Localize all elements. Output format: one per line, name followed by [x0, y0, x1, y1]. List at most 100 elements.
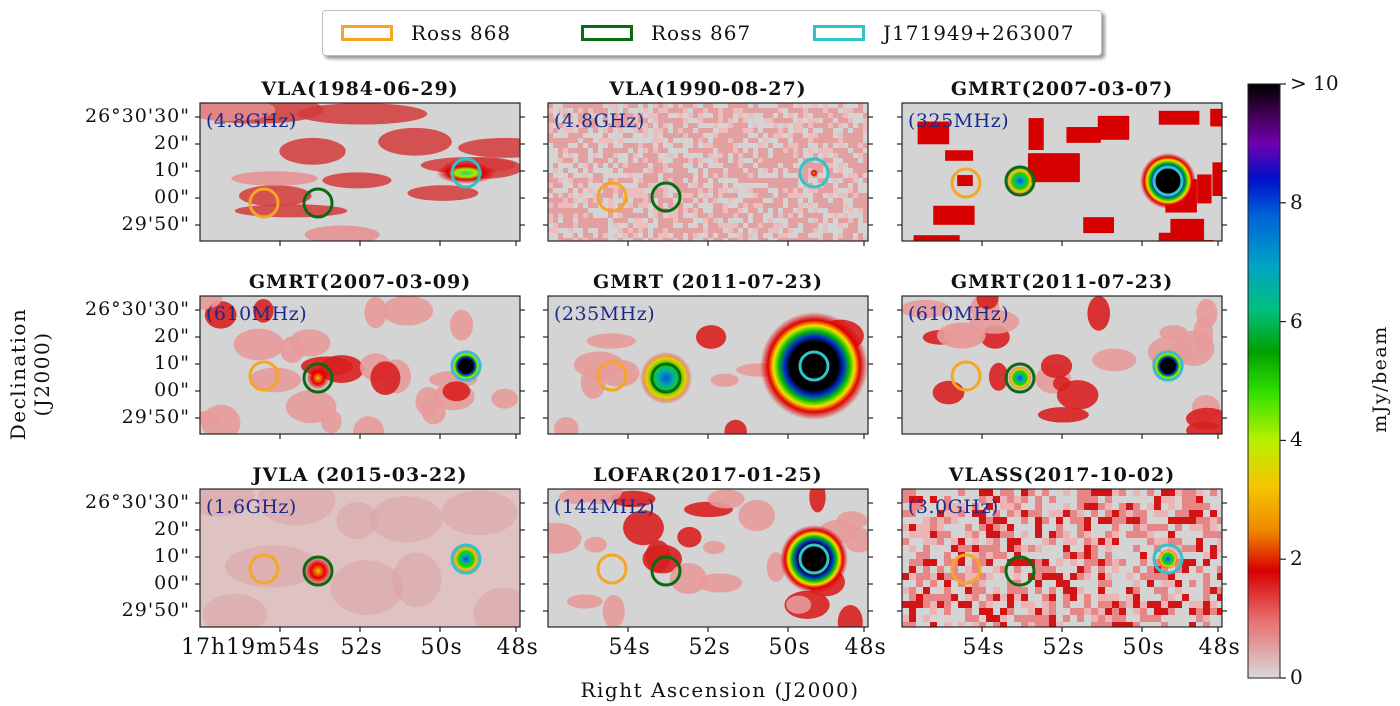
x-tick-label: 48s [1198, 635, 1241, 660]
band-label: (4.8GHz) [206, 110, 297, 132]
source-emission [760, 312, 868, 420]
y-tick-label: 26°30'30" [85, 105, 190, 127]
source-emission [304, 557, 332, 585]
legend-label: Ross 867 [651, 21, 752, 45]
panel-5 [543, 295, 873, 439]
y-tick-label: 00" [154, 572, 190, 594]
y-tick-label: 20" [154, 132, 190, 154]
y-tick-label: 00" [154, 186, 190, 208]
y-tick-label: 10" [154, 159, 190, 181]
band-label: (610MHz) [908, 303, 1010, 325]
legend-swatch-ross868 [341, 25, 393, 41]
legend-item-ross867: Ross 867 [581, 19, 751, 47]
ross868-marker [248, 553, 280, 585]
panel-title: VLASS(2017-10-02) [948, 464, 1176, 486]
colorbar-label: mJy/beam [1369, 325, 1391, 433]
ross867-marker [302, 362, 334, 394]
panel-3 [897, 102, 1227, 246]
ross867-marker [302, 187, 334, 219]
x-tick-label: 50s [420, 635, 463, 660]
legend: Ross 868 Ross 867 J171949+263007 [322, 10, 1102, 56]
band-label: (610MHz) [206, 303, 308, 325]
y-axis-label: Declination (J2000) [6, 307, 54, 441]
x-tick-label: 52s [1042, 635, 1085, 660]
ross868-marker [596, 360, 628, 392]
ross868-marker [596, 553, 628, 585]
x-tick-label: 54s [608, 635, 651, 660]
legend-swatch-j171949 [813, 25, 865, 41]
legend-label: Ross 868 [411, 21, 512, 45]
source-emission [436, 162, 496, 184]
x-tick-label: 54s [962, 635, 1005, 660]
x-tick-label: 50s [768, 635, 811, 660]
panel-1 [195, 102, 525, 246]
j171949-marker [1152, 165, 1184, 197]
j171949-marker [450, 543, 482, 575]
band-label: (144MHz) [554, 496, 656, 518]
legend-item-ross868: Ross 868 [341, 19, 511, 47]
panel-title: JVLA (2015-03-22) [252, 464, 468, 486]
y-tick-label: 00" [154, 379, 190, 401]
source-emission [1006, 167, 1034, 195]
y-tick-label: 10" [154, 545, 190, 567]
ross868-marker [950, 167, 982, 199]
colorbar-tick-label: > 10 [1290, 71, 1339, 95]
ross867-marker [1004, 362, 1036, 394]
y-tick-label: 26°30'30" [85, 298, 190, 320]
ross868-marker [950, 360, 982, 392]
colorbar-tick-label: 2 [1290, 546, 1303, 571]
j171949-marker [1152, 350, 1184, 382]
j171949-marker [798, 543, 830, 575]
panel-title: GMRT (2011-07-23) [593, 271, 823, 293]
y-tick-label: 29'50" [121, 213, 190, 235]
ross867-marker [650, 362, 682, 394]
x-tick-label: 17h19m54s [181, 635, 321, 660]
panel-title: GMRT(2007-03-07) [950, 78, 1174, 100]
band-label: (3.0GHz) [908, 496, 999, 518]
band-label: (4.8GHz) [554, 110, 645, 132]
panel-title: LOFAR(2017-01-25) [593, 464, 823, 486]
ross868-marker [950, 553, 982, 585]
y-tick-label: 29'50" [121, 406, 190, 428]
x-axis-label: Right Ascension (J2000) [580, 678, 860, 702]
j171949-marker [450, 350, 482, 382]
colorbar-tick-label: 8 [1290, 189, 1303, 214]
y-tick-label: 10" [154, 352, 190, 374]
y-tick-label: 20" [154, 518, 190, 540]
x-tick-label: 48s [496, 635, 539, 660]
colorbar-tick-label: 4 [1290, 427, 1303, 452]
panel-9 [897, 488, 1227, 632]
panel-6 [897, 295, 1227, 439]
source-emission [450, 350, 482, 382]
y-tick-label: 26°30'30" [85, 491, 190, 513]
x-tick-label: 48s [844, 635, 887, 660]
legend-label: J171949+263007 [883, 21, 1075, 45]
source-emission [780, 525, 848, 593]
colorbar-tick-label: 0 [1290, 665, 1303, 689]
y-tick-label: 20" [154, 325, 190, 347]
ross868-marker [248, 187, 280, 219]
ross867-marker [1004, 165, 1036, 197]
x-tick-label: 52s [340, 635, 383, 660]
panel-8 [543, 488, 873, 632]
band-label: (325MHz) [908, 110, 1010, 132]
panel-title: GMRT(2007-03-09) [248, 271, 472, 293]
ross867-marker [1004, 555, 1036, 587]
source-emission [1140, 153, 1196, 209]
x-tick-label: 50s [1122, 635, 1165, 660]
legend-item-j171949: J171949+263007 [813, 19, 1074, 47]
colorbar [1247, 83, 1286, 679]
source-emission [1008, 366, 1032, 390]
source-emission [810, 169, 818, 177]
j171949-marker [1152, 543, 1184, 575]
j171949-marker [798, 157, 830, 189]
source-emission [640, 352, 692, 404]
source-emission [306, 366, 330, 390]
ross868-marker [596, 181, 628, 213]
j171949-marker [798, 350, 830, 382]
panel-title: GMRT(2011-07-23) [950, 271, 1174, 293]
source-emission [1152, 350, 1184, 382]
legend-swatch-ross867 [581, 25, 633, 41]
colorbar-gradient [1247, 83, 1281, 679]
